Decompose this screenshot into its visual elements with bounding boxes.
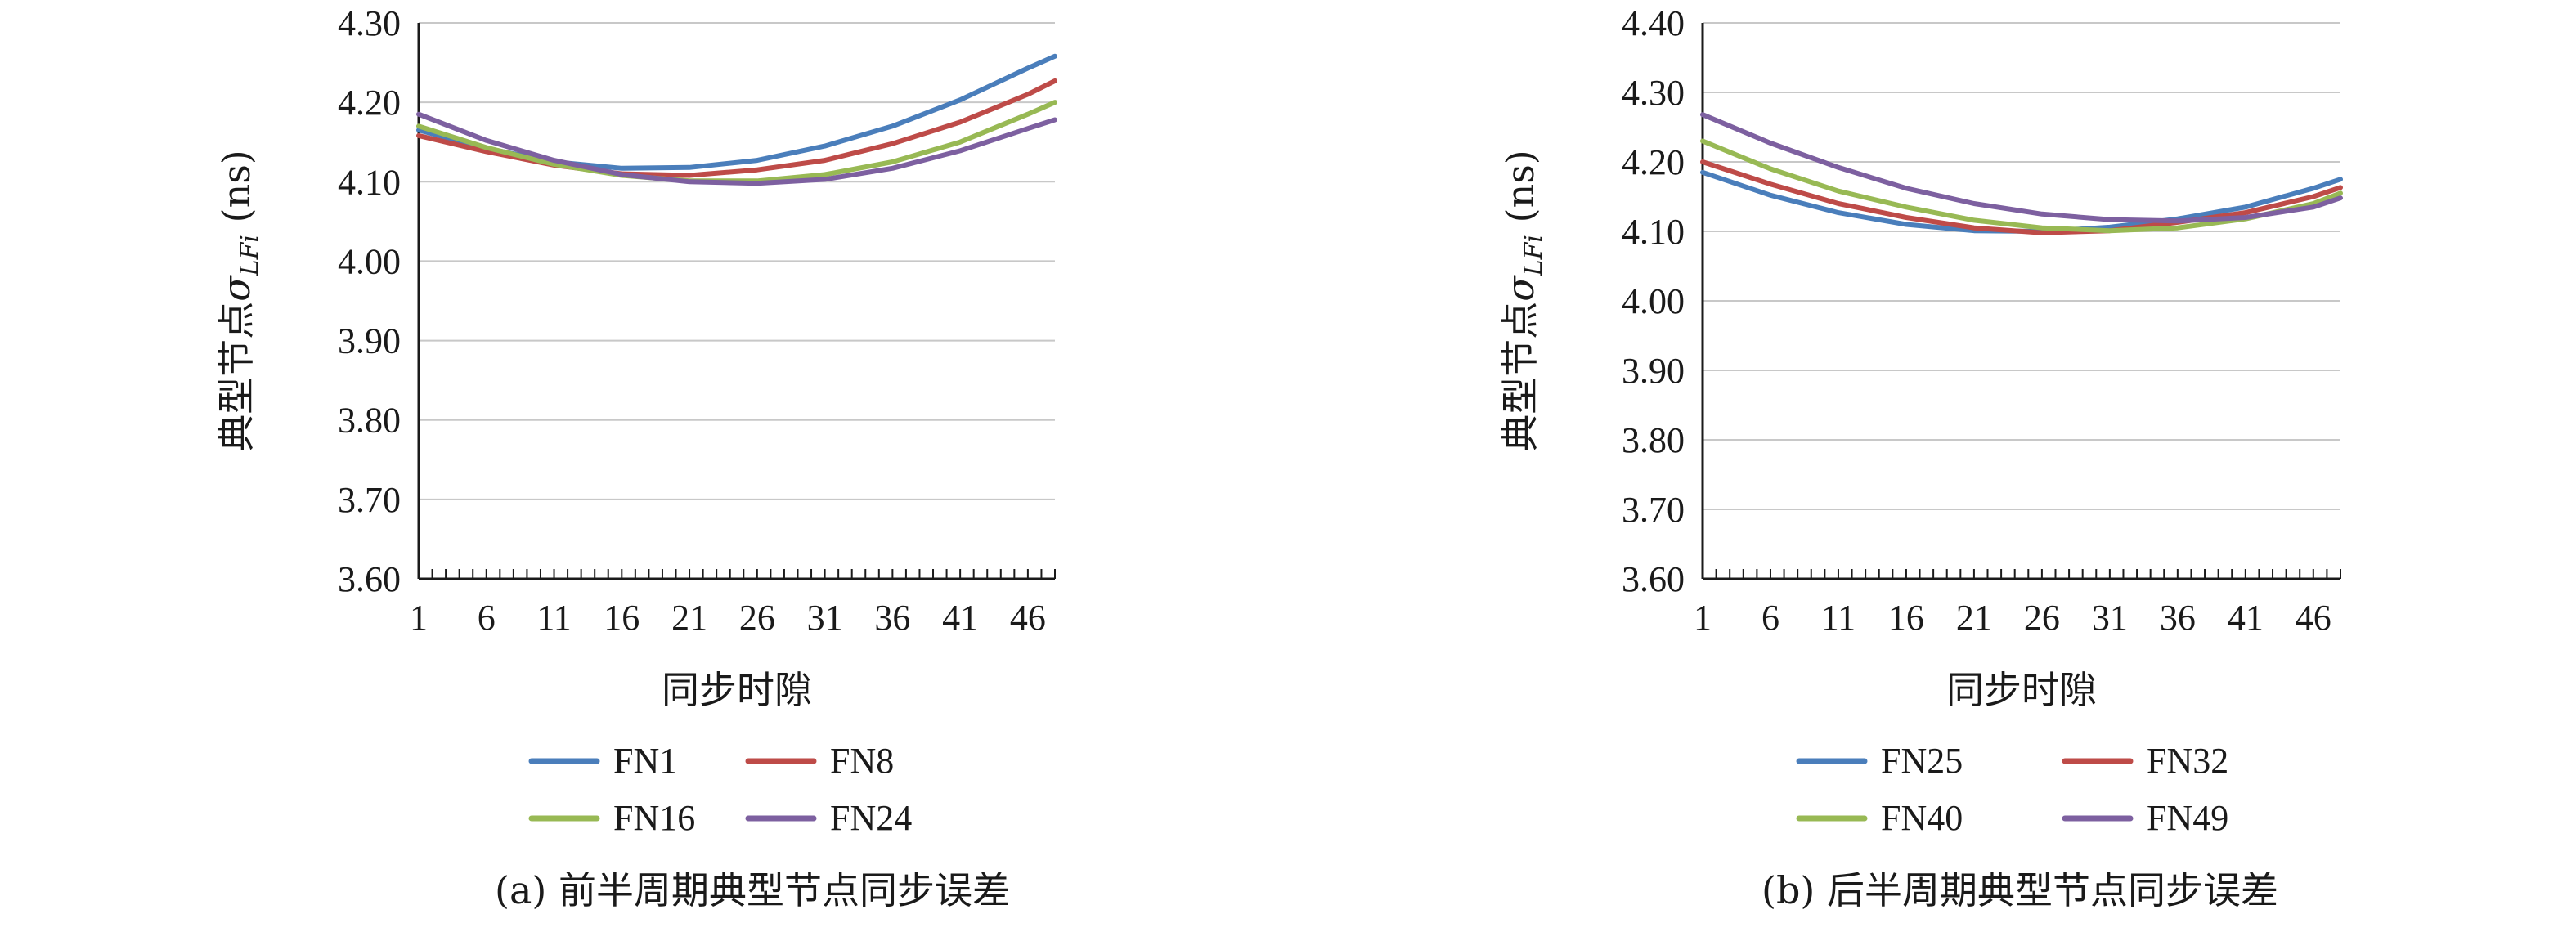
chart-b-x-tick-label: 21	[1956, 598, 1992, 638]
chart-b-y-tick-label: 4.00	[1622, 281, 1685, 321]
chart-a-y-tick-label: 3.80	[338, 401, 401, 441]
chart-b-y-axis-title-unit: (ns)	[1498, 150, 1542, 235]
chart-a-y-axis-title-main: 典型节点	[214, 302, 258, 452]
chart-b-y-tick-label: 3.90	[1622, 351, 1685, 391]
chart-a-x-tick-label: 21	[671, 598, 707, 638]
chart-a-x-tick-label: 11	[536, 598, 571, 638]
chart-b-x-tick-label: 6	[1761, 598, 1779, 638]
chart-b-x-axis-title: 同步时隙	[1946, 668, 2097, 712]
chart-b-series-fn32	[1700, 159, 2343, 235]
chart-a-legend-item-fn24: FN24	[745, 798, 912, 838]
chart-b-x-tick-label: 11	[1821, 598, 1856, 638]
chart-a-legend-label: FN8	[830, 741, 894, 781]
chart-b-x-tick-label: 31	[2092, 598, 2128, 638]
chart-a-legend-item-fn16: FN16	[528, 798, 695, 838]
chart-b-x-tick-label: 46	[2296, 598, 2331, 638]
chart-a-legend-label: FN1	[613, 741, 677, 781]
chart-b-legend-label: FN49	[2147, 798, 2228, 838]
chart-b-x-tick-label: 26	[2024, 598, 2060, 638]
chart-a-y-axis-title-symbol: σ	[214, 275, 258, 302]
chart-b-legend-item-fn49: FN49	[2062, 798, 2228, 838]
chart-a-y-tick-label: 4.10	[338, 162, 401, 202]
chart-b-legend-label: FN32	[2147, 741, 2228, 781]
chart-a-y-tick-label: 3.70	[338, 480, 401, 520]
chart-a-y-tick-label: 3.60	[338, 559, 401, 599]
chart-b-legend-label: FN25	[1881, 741, 1963, 781]
chart-a-legend-label: FN16	[613, 798, 695, 838]
chart-a-y-tick-label: 3.90	[338, 321, 401, 361]
chart-a-y-tick-label: 4.20	[338, 83, 401, 123]
chart-b-y-axis-title-subscript: LFi	[1519, 235, 1548, 276]
chart-a-x-tick-label: 6	[478, 598, 496, 638]
chart-b-y-tick-label: 4.10	[1622, 212, 1685, 252]
chart-b-x-tick-label: 41	[2228, 598, 2264, 638]
chart-a-legend-label: FN24	[830, 798, 912, 838]
chart-b-y-tick-label: 4.20	[1622, 142, 1685, 182]
chart-b-y-tick-label: 3.70	[1622, 490, 1685, 530]
chart-b: 3.603.703.803.904.004.104.204.304.401 6 11…	[1498, 3, 2343, 912]
chart-a-legend-item-fn1: FN1	[528, 741, 677, 781]
chart-a-x-tick-label: 46	[1010, 598, 1046, 638]
chart-a-x-tick-label: 31	[807, 598, 843, 638]
chart-b-x-tick-label: 1	[1694, 598, 1712, 638]
chart-a-legend-item-fn8: FN8	[745, 741, 894, 781]
chart-b-caption: (b) 后半周期典型节点同步误差	[1761, 868, 2278, 912]
chart-a: 3.603.703.803.904.004.104.204.301 6 11 16 21…	[214, 3, 1057, 912]
chart-a-y-tick-label: 4.00	[338, 241, 401, 281]
chart-a-series-fn24	[416, 111, 1057, 186]
chart-a-x-tick-label: 41	[942, 598, 978, 638]
chart-b-legend-label: FN40	[1881, 798, 1963, 838]
chart-a-x-tick-label: 16	[604, 598, 640, 638]
chart-b-x-tick-label: 16	[1888, 598, 1924, 638]
chart-a-x-tick-label: 26	[739, 598, 775, 638]
chart-b-legend-item-fn40: FN40	[1796, 798, 1963, 838]
chart-b-legend-item-fn25: FN25	[1796, 741, 1963, 781]
chart-a-caption: (a) 前半周期典型节点同步误差	[495, 868, 1010, 912]
chart-b-legend-item-fn32: FN32	[2062, 741, 2228, 781]
chart-a-x-tick-label: 36	[874, 598, 910, 638]
chart-b-y-axis-title: 典型节点σLFi (ns)	[1498, 150, 1548, 452]
chart-b-series-fn49	[1700, 112, 2343, 224]
chart-a-y-axis-title-subscript: LFi	[236, 235, 264, 276]
chart-b-series-fn25	[1700, 169, 2343, 234]
chart-b-y-tick-label: 4.30	[1622, 73, 1685, 113]
chart-b-y-axis-title-symbol: σ	[1498, 275, 1542, 302]
chart-b-y-tick-label: 3.60	[1622, 559, 1685, 599]
chart-a-x-axis-title: 同步时隙	[662, 668, 812, 712]
chart-a-y-axis-title-unit: (ns)	[214, 150, 258, 235]
chart-b-y-tick-label: 4.40	[1622, 3, 1685, 43]
chart-b-y-tick-label: 3.80	[1622, 420, 1685, 460]
chart-a-x-tick-label: 1	[410, 598, 428, 638]
chart-a-y-axis-title: 典型节点σLFi (ns)	[214, 150, 264, 452]
chart-a-y-tick-label: 4.30	[338, 3, 401, 43]
chart-b-y-axis-title-main: 典型节点	[1498, 302, 1542, 452]
chart-b-x-tick-label: 36	[2160, 598, 2196, 638]
